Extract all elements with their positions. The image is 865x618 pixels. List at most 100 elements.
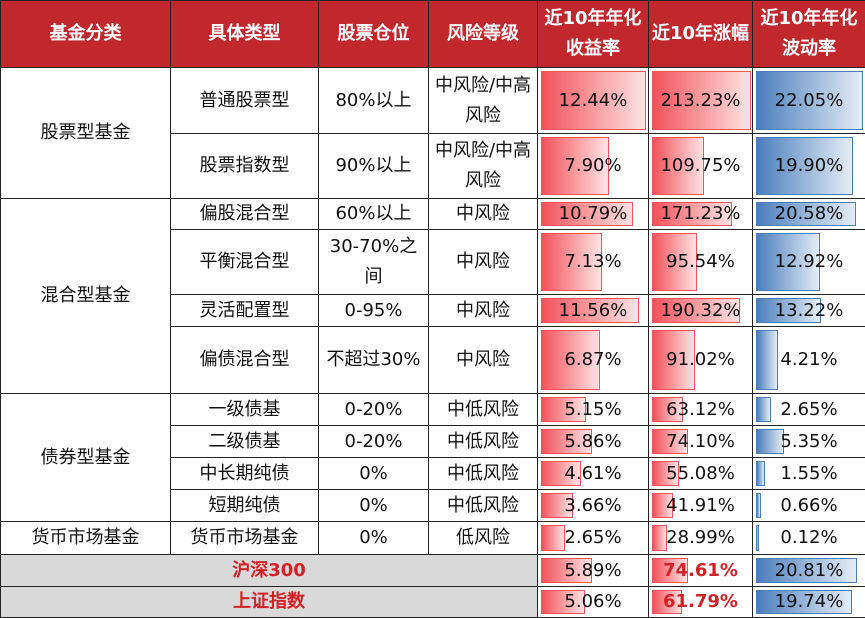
- value-cell: 7.90%: [538, 134, 649, 199]
- value-text: 22.05%: [775, 90, 844, 111]
- value-text: 171.23%: [660, 203, 740, 224]
- data-bar: [756, 397, 771, 422]
- value-text: 6.87%: [564, 349, 621, 370]
- type-cell: 偏债混合型: [171, 327, 319, 394]
- value-text: 12.44%: [559, 90, 628, 111]
- data-bar: [756, 461, 765, 486]
- value-text: 5.86%: [564, 431, 621, 452]
- value-text: 109.75%: [660, 155, 740, 176]
- value-cell: 2.65%: [538, 522, 649, 555]
- index-name: 沪深300: [1, 555, 538, 587]
- value-cell: 3.66%: [538, 490, 649, 522]
- value-text: 74.10%: [666, 431, 735, 452]
- type-cell: 平衡混合型: [171, 230, 319, 295]
- value-cell: 5.15%: [538, 394, 649, 426]
- value-text: 10.79%: [559, 203, 628, 224]
- value-cell: 63.12%: [649, 394, 753, 426]
- value-cell: 13.22%: [753, 295, 865, 327]
- value-text: 4.21%: [780, 349, 837, 370]
- value-text: 41.91%: [666, 495, 735, 516]
- risk-cell: 中风险: [429, 327, 538, 394]
- value-cell: 171.23%: [649, 199, 753, 230]
- value-text: 0.66%: [780, 495, 837, 516]
- value-cell: 74.61%: [649, 555, 753, 587]
- value-cell: 61.79%: [649, 587, 753, 618]
- value-text: 213.23%: [660, 90, 740, 111]
- risk-cell: 中风险/中高风险: [429, 134, 538, 199]
- type-cell: 短期纯债: [171, 490, 319, 522]
- value-cell: 28.99%: [649, 522, 753, 555]
- value-text: 5.35%: [780, 431, 837, 452]
- header-cell: 近10年年化收益率: [538, 1, 649, 68]
- value-cell: 95.54%: [649, 230, 753, 295]
- value-cell: 0.66%: [753, 490, 865, 522]
- index-row: 沪深300 5.89% 74.61% 20.81%: [1, 555, 865, 587]
- value-cell: 20.81%: [753, 555, 865, 587]
- header-cell: 基金分类: [1, 1, 171, 68]
- value-text: 61.79%: [663, 591, 738, 612]
- value-cell: 22.05%: [753, 68, 865, 134]
- risk-cell: 中风险: [429, 295, 538, 327]
- value-cell: 5.86%: [538, 426, 649, 458]
- risk-cell: 中低风险: [429, 394, 538, 426]
- header-row: 基金分类具体类型股票仓位风险等级近10年年化收益率近10年涨幅近10年年化波动率: [1, 1, 865, 68]
- value-cell: 2.65%: [753, 394, 865, 426]
- value-cell: 5.35%: [753, 426, 865, 458]
- value-text: 190.32%: [660, 300, 740, 321]
- value-cell: 41.91%: [649, 490, 753, 522]
- index-name: 上证指数: [1, 587, 538, 618]
- risk-cell: 中低风险: [429, 458, 538, 490]
- type-cell: 灵活配置型: [171, 295, 319, 327]
- value-text: 5.15%: [564, 399, 621, 420]
- risk-cell: 中风险: [429, 199, 538, 230]
- value-text: 5.89%: [564, 560, 621, 581]
- value-cell: 4.21%: [753, 327, 865, 394]
- risk-cell: 中风险: [429, 230, 538, 295]
- data-bar: [652, 525, 667, 551]
- risk-cell: 中风险/中高风险: [429, 68, 538, 134]
- value-cell: 5.89%: [538, 555, 649, 587]
- header-cell: 股票仓位: [319, 1, 429, 68]
- value-text: 74.61%: [663, 560, 738, 581]
- data-bar: [541, 525, 565, 551]
- value-cell: 12.44%: [538, 68, 649, 134]
- value-text: 20.58%: [775, 203, 844, 224]
- value-cell: 7.13%: [538, 230, 649, 295]
- value-cell: 0.12%: [753, 522, 865, 555]
- value-text: 63.12%: [666, 399, 735, 420]
- value-cell: 1.55%: [753, 458, 865, 490]
- value-text: 95.54%: [666, 251, 735, 272]
- group-cell: 混合型基金: [1, 199, 171, 394]
- value-cell: 10.79%: [538, 199, 649, 230]
- group-cell: 债券型基金: [1, 394, 171, 522]
- header-cell: 具体类型: [171, 1, 319, 68]
- position-cell: 0%: [319, 458, 429, 490]
- value-text: 7.90%: [564, 155, 621, 176]
- value-text: 19.90%: [775, 155, 844, 176]
- group-cell: 股票型基金: [1, 68, 171, 199]
- position-cell: 30-70%之间: [319, 230, 429, 295]
- group-cell: 货币市场基金: [1, 522, 171, 555]
- position-cell: 不超过30%: [319, 327, 429, 394]
- value-cell: 91.02%: [649, 327, 753, 394]
- position-cell: 0-20%: [319, 394, 429, 426]
- type-cell: 中长期纯债: [171, 458, 319, 490]
- value-text: 11.56%: [559, 300, 628, 321]
- value-text: 12.92%: [775, 251, 844, 272]
- risk-cell: 中低风险: [429, 426, 538, 458]
- value-cell: 5.06%: [538, 587, 649, 618]
- value-text: 1.55%: [780, 463, 837, 484]
- data-bar: [756, 525, 759, 551]
- header-cell: 近10年年化波动率: [753, 1, 865, 68]
- position-cell: 0-95%: [319, 295, 429, 327]
- position-cell: 90%以上: [319, 134, 429, 199]
- header-cell: 近10年涨幅: [649, 1, 753, 68]
- value-cell: 74.10%: [649, 426, 753, 458]
- value-cell: 55.08%: [649, 458, 753, 490]
- value-cell: 19.90%: [753, 134, 865, 199]
